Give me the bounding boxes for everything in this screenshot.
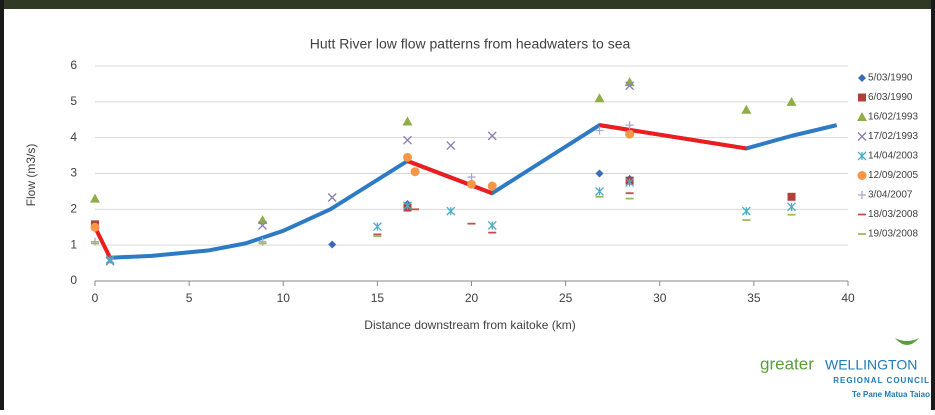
legend-label: 5/03/1990	[868, 73, 913, 84]
marker	[467, 180, 476, 189]
x-tick-label: 15	[371, 291, 385, 305]
logo-word: WELLINGTON	[825, 357, 917, 373]
x-tick-label: 0	[92, 291, 99, 305]
x-tick-label: 20	[465, 291, 479, 305]
background	[0, 0, 935, 410]
y-axis-label: Flow (m3/s)	[24, 144, 38, 207]
y-tick-label: 0	[70, 273, 77, 287]
marker	[625, 130, 634, 139]
y-tick-label: 2	[70, 202, 77, 216]
page: Hutt River low flow patterns from headwa…	[0, 0, 935, 415]
logo-word: greater	[760, 354, 814, 373]
y-tick-label: 5	[70, 94, 77, 108]
left-border	[0, 0, 4, 410]
logo-line: REGIONAL COUNCIL	[833, 376, 930, 385]
legend-label: 3/04/2007	[868, 190, 913, 201]
y-tick-label: 6	[70, 58, 77, 72]
x-tick-label: 25	[559, 291, 573, 305]
legend-label: 12/09/2005	[868, 170, 918, 181]
right-border	[931, 0, 935, 410]
x-tick-label: 40	[841, 291, 855, 305]
y-tick-label: 1	[70, 237, 77, 251]
legend-swatch	[858, 171, 867, 180]
chart: Hutt River low flow patterns from headwa…	[0, 0, 935, 410]
marker	[411, 167, 420, 176]
chart-title: Hutt River low flow patterns from headwa…	[310, 36, 631, 52]
y-tick-label: 4	[70, 130, 77, 144]
legend-label: 17/02/1993	[868, 131, 918, 142]
logo-line: Te Pane Matua Taiao	[852, 390, 930, 399]
x-tick-label: 10	[277, 291, 291, 305]
marker	[788, 193, 796, 201]
top-strip	[0, 0, 935, 9]
x-tick-label: 30	[653, 291, 667, 305]
legend-label: 16/02/1993	[868, 112, 918, 123]
x-tick-label: 5	[186, 291, 193, 305]
marker	[488, 182, 497, 191]
marker	[91, 223, 100, 232]
marker	[403, 153, 412, 162]
legend-label: 18/03/2008	[868, 209, 918, 220]
y-tick-label: 3	[70, 166, 77, 180]
legend-label: 19/03/2008	[868, 229, 918, 240]
legend-label: 6/03/1990	[868, 92, 913, 103]
legend-swatch	[858, 94, 866, 102]
x-axis-label: Distance downstream from kaitoke (km)	[364, 318, 575, 332]
legend-label: 14/04/2003	[868, 151, 918, 162]
x-tick-label: 35	[747, 291, 761, 305]
